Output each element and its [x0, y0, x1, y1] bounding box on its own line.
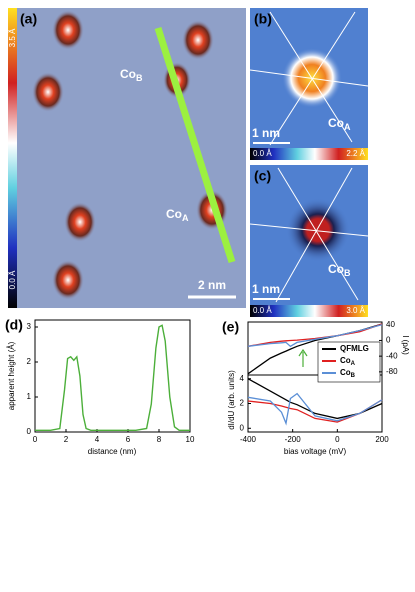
adatom	[286, 198, 350, 262]
colorbar-max: 3.0 Å	[346, 306, 365, 315]
stm-image-a	[8, 8, 246, 308]
y-tick-label: 2	[27, 357, 32, 366]
y-tick-label: 4	[240, 374, 245, 383]
colorbar-min: 0.0 Å	[253, 149, 272, 158]
annotation: CoA	[166, 207, 189, 223]
symmetry-lines	[249, 11, 369, 146]
current-line	[247, 324, 383, 348]
legend-label: CoB	[340, 368, 356, 378]
panel-label: (c)	[254, 168, 271, 184]
colorbar-b	[250, 148, 368, 160]
colorbar-c	[250, 305, 368, 317]
x-tick-label: 0	[335, 435, 340, 444]
colorbar-max: 3.5 Å	[8, 28, 17, 47]
x-tick-label: -200	[285, 435, 302, 444]
legend-name: Co	[340, 368, 351, 377]
scale-label: 1 nm	[252, 282, 280, 296]
colorbar-min: 0.0 Å	[8, 270, 17, 289]
legend-sub: A	[351, 361, 356, 367]
legend-label: CoA	[340, 356, 356, 366]
x-axis-label: distance (nm)	[88, 447, 137, 456]
y2-axis-label: I (pA)	[401, 335, 410, 355]
legend-sub: B	[351, 373, 356, 379]
x-tick-label: -400	[240, 435, 257, 444]
y2-tick-label: -80	[386, 367, 398, 376]
y2-tick-label: -40	[386, 351, 398, 360]
symmetry-lines	[249, 167, 369, 303]
didu-line	[247, 399, 383, 423]
panel-label: (b)	[254, 11, 272, 27]
legend-label: QFMLG	[340, 344, 369, 353]
panel-label: (a)	[20, 11, 37, 27]
y-axis-label: apparent height (Å)	[7, 341, 16, 410]
panel-label: (d)	[5, 317, 23, 333]
annotation: CoA	[56, 344, 78, 359]
x-tick-label: 4	[95, 435, 100, 444]
y-axis-label: dI/dU (arb. units)	[227, 370, 236, 430]
y2-tick-label: 40	[386, 320, 395, 329]
annotation: CoB	[120, 67, 143, 83]
x-tick-label: 8	[157, 435, 162, 444]
colorbar-min: 0.0 Å	[253, 306, 272, 315]
profile-line	[154, 26, 236, 264]
x-tick-label: 2	[64, 435, 69, 444]
colorbar-a	[8, 8, 17, 308]
scale-label: 1 nm	[252, 126, 280, 140]
legend-name: QFMLG	[340, 344, 369, 353]
y-tick-label: 1	[27, 392, 32, 401]
colorbar-max: 2.2 Å	[346, 149, 365, 158]
y2-tick-label: 0	[386, 336, 391, 345]
didu-line	[247, 392, 383, 426]
x-axis-label: bias voltage (mV)	[284, 447, 347, 456]
line	[35, 324, 190, 431]
annotation: CoA	[328, 116, 351, 132]
plot-frame	[247, 321, 383, 433]
y-tick-label: 3	[27, 322, 32, 331]
scale-label: 2 nm	[198, 278, 226, 292]
didu-line	[247, 378, 383, 420]
x-tick-label: 6	[126, 435, 131, 444]
arrow	[298, 348, 308, 367]
x-tick-label: 200	[375, 435, 389, 444]
y-tick-label: 0	[27, 427, 32, 436]
legend-name: Co	[340, 356, 351, 365]
x-tick-label: 10	[186, 435, 195, 444]
plot-frame	[34, 319, 191, 433]
y-tick-label: 2	[240, 399, 245, 408]
annotation: CoB	[131, 318, 153, 333]
x-tick-label: 0	[33, 435, 38, 444]
y-tick-label: 0	[240, 423, 245, 432]
annotation: CoB	[328, 262, 351, 278]
panel-label: (e)	[222, 319, 239, 335]
